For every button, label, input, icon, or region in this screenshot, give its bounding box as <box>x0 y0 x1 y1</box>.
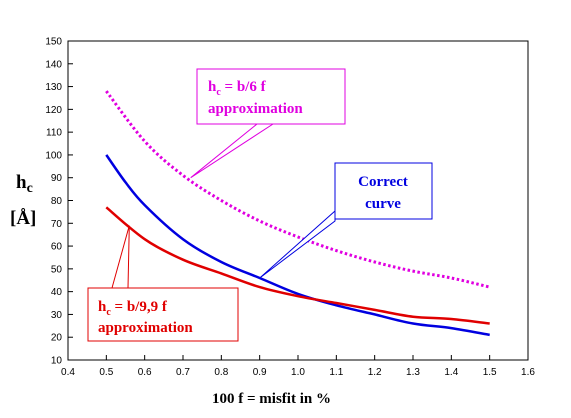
y-tick-label: 20 <box>51 333 63 344</box>
y-tick-label: 10 <box>51 356 63 367</box>
y-tick-label: 140 <box>45 59 62 70</box>
x-tick-label: 1.0 <box>291 367 305 378</box>
annotation-correct: Correct curve <box>334 162 433 220</box>
x-tick-label: 1.3 <box>406 367 420 378</box>
y-tick-label: 150 <box>45 37 62 48</box>
x-tick-label: 1.4 <box>444 367 458 378</box>
annotation-correct-line-2: curve <box>365 196 401 212</box>
y-tick-label: 120 <box>45 105 62 116</box>
annotation-b6-line-2: approximation <box>208 101 303 117</box>
annotation-b6-line-1: hc = b/6 f <box>208 79 267 98</box>
annotation-correct-line-1: Correct <box>358 174 408 190</box>
annotation-pointer-correct <box>259 209 336 279</box>
y-axis-title-symbol: h <box>16 172 27 193</box>
x-axis-title: 100 f = misfit in % <box>212 391 331 407</box>
annotation-pointer-b99 <box>111 225 130 289</box>
annotation-b6: hc = b/6 f approximation <box>196 68 346 125</box>
x-axis-ticks: 0.4 0.5 0.6 0.7 0.8 0.9 1.0 1.1 1.2 1.3 1.4 1.5 1.6 <box>61 355 535 378</box>
annotation-correct-box <box>334 162 433 220</box>
series-line-correct <box>105 154 490 337</box>
y-tick-label: 130 <box>45 82 62 93</box>
x-tick-label: 0.6 <box>138 367 152 378</box>
series-line-b6 <box>105 90 491 289</box>
annotation-b6-symbol: h <box>208 79 217 95</box>
x-tick-label: 1.5 <box>483 367 497 378</box>
y-tick-label: 70 <box>51 219 63 230</box>
annotation-b99-line-1: hc = b/9,9 f <box>98 299 168 318</box>
annotation-b99-formula: = b/9,9 f <box>111 299 168 315</box>
annotation-b6-subscript: c <box>216 87 221 98</box>
annotation-b6-box <box>196 68 346 125</box>
annotation-b6-formula: = b/6 f <box>221 79 267 95</box>
y-tick-label: 40 <box>51 287 63 298</box>
annotation-b99-box <box>87 287 239 342</box>
x-tick-label: 0.7 <box>176 367 190 378</box>
y-axis-unit: [Å] <box>10 208 36 229</box>
y-tick-label: 30 <box>51 310 63 321</box>
y-axis-title-subscript: c <box>27 181 33 196</box>
y-tick-label: 100 <box>45 150 62 161</box>
annotation-b99-line-2: approximation <box>98 320 193 336</box>
y-tick-label: 50 <box>51 264 63 275</box>
y-tick-label: 80 <box>51 196 63 207</box>
annotation-b99: hc = b/9,9 f approximation <box>87 287 239 342</box>
y-tick-label: 60 <box>51 242 63 253</box>
annotation-b99-subscript: c <box>106 307 111 318</box>
y-tick-label: 90 <box>51 173 63 184</box>
series-line-b99 <box>105 206 490 325</box>
x-tick-label: 0.8 <box>214 367 228 378</box>
x-tick-label: 1.1 <box>329 367 343 378</box>
x-tick-label: 1.2 <box>368 367 382 378</box>
y-tick-label: 110 <box>46 128 62 139</box>
series-layer <box>105 90 491 337</box>
y-axis-ticks: 10 20 30 40 50 60 70 80 90 100 110 120 130 140 150 <box>45 37 73 367</box>
annotation-b99-symbol: h <box>98 299 107 315</box>
y-axis-title: hc <box>16 172 33 196</box>
x-tick-label: 0.4 <box>61 367 75 378</box>
x-tick-label: 0.5 <box>99 367 113 378</box>
x-tick-label: 1.6 <box>521 367 535 378</box>
x-tick-label: 0.9 <box>253 367 267 378</box>
annotation-pointer-b6 <box>190 123 275 179</box>
